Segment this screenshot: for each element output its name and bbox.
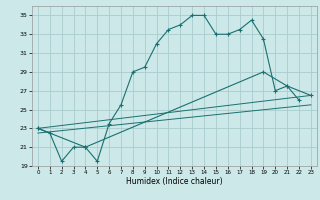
X-axis label: Humidex (Indice chaleur): Humidex (Indice chaleur) [126, 177, 223, 186]
